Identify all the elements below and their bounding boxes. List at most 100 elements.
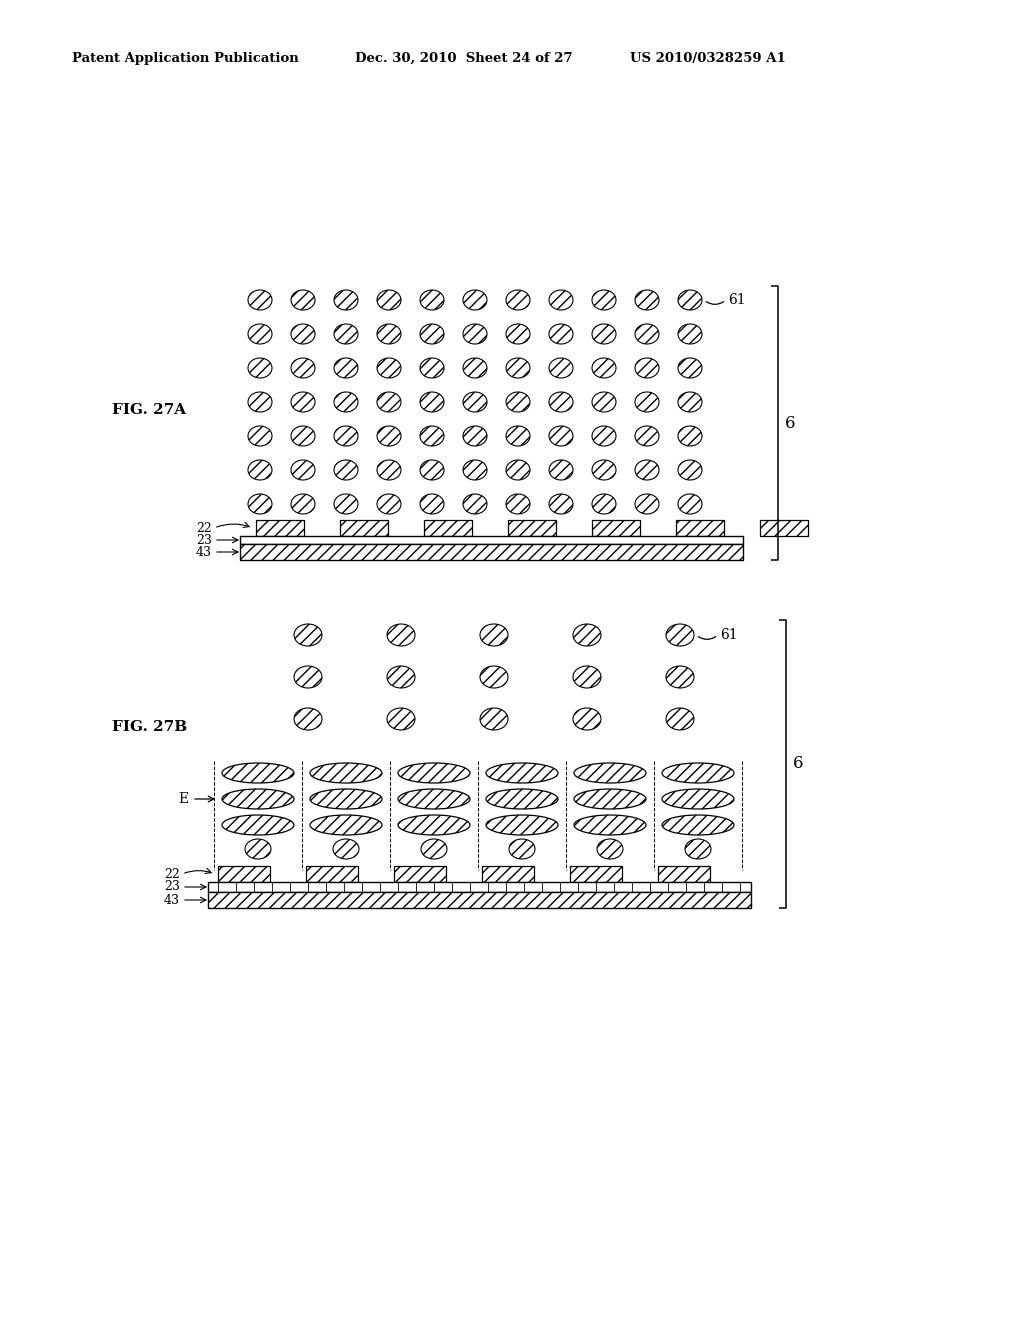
Ellipse shape — [377, 459, 401, 480]
Ellipse shape — [592, 290, 616, 310]
Ellipse shape — [248, 323, 272, 345]
Ellipse shape — [678, 392, 702, 412]
Ellipse shape — [310, 763, 382, 783]
Text: FIG. 27A: FIG. 27A — [112, 403, 186, 417]
Ellipse shape — [662, 763, 734, 783]
Text: Dec. 30, 2010  Sheet 24 of 27: Dec. 30, 2010 Sheet 24 of 27 — [355, 51, 572, 65]
Ellipse shape — [506, 358, 530, 378]
Ellipse shape — [662, 814, 734, 836]
Ellipse shape — [573, 624, 601, 645]
Ellipse shape — [635, 323, 659, 345]
Ellipse shape — [334, 426, 358, 446]
Ellipse shape — [678, 426, 702, 446]
Bar — [240, 536, 743, 544]
Ellipse shape — [222, 789, 294, 809]
Ellipse shape — [685, 840, 711, 859]
Ellipse shape — [291, 459, 315, 480]
Ellipse shape — [463, 290, 487, 310]
Ellipse shape — [291, 290, 315, 310]
Bar — [482, 866, 534, 882]
Ellipse shape — [334, 392, 358, 412]
Ellipse shape — [666, 667, 694, 688]
Ellipse shape — [398, 763, 470, 783]
Ellipse shape — [506, 323, 530, 345]
Text: US 2010/0328259 A1: US 2010/0328259 A1 — [630, 51, 785, 65]
Ellipse shape — [377, 494, 401, 513]
Ellipse shape — [678, 494, 702, 513]
Ellipse shape — [377, 426, 401, 446]
Ellipse shape — [291, 323, 315, 345]
Ellipse shape — [334, 290, 358, 310]
Ellipse shape — [333, 840, 359, 859]
Ellipse shape — [421, 840, 447, 859]
Ellipse shape — [592, 494, 616, 513]
Ellipse shape — [678, 290, 702, 310]
Ellipse shape — [387, 667, 415, 688]
Ellipse shape — [377, 290, 401, 310]
Ellipse shape — [291, 392, 315, 412]
Bar — [340, 520, 388, 536]
Ellipse shape — [592, 459, 616, 480]
Text: 23: 23 — [197, 533, 212, 546]
Ellipse shape — [420, 459, 444, 480]
Ellipse shape — [377, 358, 401, 378]
Ellipse shape — [635, 290, 659, 310]
Ellipse shape — [248, 290, 272, 310]
Ellipse shape — [573, 667, 601, 688]
Ellipse shape — [387, 708, 415, 730]
Ellipse shape — [420, 290, 444, 310]
Ellipse shape — [294, 708, 322, 730]
Ellipse shape — [635, 392, 659, 412]
Ellipse shape — [635, 358, 659, 378]
Ellipse shape — [377, 392, 401, 412]
Ellipse shape — [248, 459, 272, 480]
Ellipse shape — [248, 358, 272, 378]
Ellipse shape — [666, 624, 694, 645]
Ellipse shape — [678, 358, 702, 378]
Text: FIG. 27B: FIG. 27B — [112, 719, 187, 734]
Ellipse shape — [463, 494, 487, 513]
Ellipse shape — [549, 290, 573, 310]
Ellipse shape — [509, 840, 535, 859]
Ellipse shape — [486, 763, 558, 783]
Ellipse shape — [506, 494, 530, 513]
Ellipse shape — [592, 323, 616, 345]
Bar — [306, 866, 358, 882]
Ellipse shape — [592, 358, 616, 378]
Ellipse shape — [549, 323, 573, 345]
Text: 43: 43 — [196, 545, 212, 558]
Ellipse shape — [574, 789, 646, 809]
Text: 22: 22 — [164, 867, 180, 880]
Text: 61: 61 — [720, 628, 737, 642]
Ellipse shape — [291, 426, 315, 446]
Text: 61: 61 — [728, 293, 745, 308]
Bar — [240, 544, 743, 560]
Ellipse shape — [480, 667, 508, 688]
Bar — [394, 866, 446, 882]
Ellipse shape — [635, 494, 659, 513]
Ellipse shape — [549, 426, 573, 446]
Ellipse shape — [463, 459, 487, 480]
Ellipse shape — [463, 426, 487, 446]
Ellipse shape — [666, 708, 694, 730]
Bar — [760, 520, 808, 536]
Ellipse shape — [420, 358, 444, 378]
Ellipse shape — [635, 426, 659, 446]
Ellipse shape — [420, 426, 444, 446]
Ellipse shape — [398, 789, 470, 809]
Text: E: E — [178, 792, 188, 807]
Ellipse shape — [597, 840, 623, 859]
Ellipse shape — [377, 323, 401, 345]
Ellipse shape — [678, 323, 702, 345]
Ellipse shape — [635, 459, 659, 480]
Ellipse shape — [574, 814, 646, 836]
Ellipse shape — [506, 459, 530, 480]
Bar — [218, 866, 270, 882]
Ellipse shape — [573, 708, 601, 730]
Ellipse shape — [549, 494, 573, 513]
Ellipse shape — [420, 392, 444, 412]
Ellipse shape — [291, 358, 315, 378]
Ellipse shape — [592, 392, 616, 412]
Ellipse shape — [294, 624, 322, 645]
Ellipse shape — [506, 290, 530, 310]
